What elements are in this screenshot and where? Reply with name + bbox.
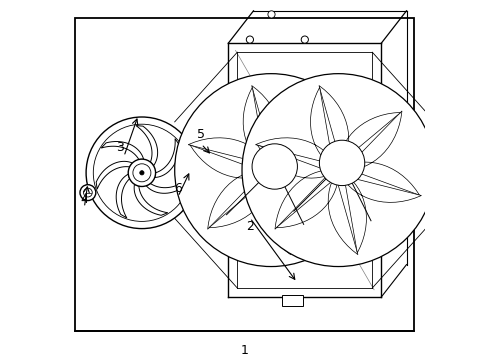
Circle shape xyxy=(202,189,206,194)
Circle shape xyxy=(267,11,275,18)
Polygon shape xyxy=(136,126,157,166)
Text: 6: 6 xyxy=(174,183,182,195)
Bar xyxy=(223,175,230,185)
Bar xyxy=(206,201,217,210)
Polygon shape xyxy=(208,181,290,255)
Text: 2: 2 xyxy=(245,220,253,233)
Circle shape xyxy=(128,159,155,186)
Bar xyxy=(75,18,413,331)
Polygon shape xyxy=(146,177,189,193)
Circle shape xyxy=(211,164,216,168)
Circle shape xyxy=(200,168,204,172)
Polygon shape xyxy=(282,111,351,195)
Bar xyxy=(206,150,217,159)
Circle shape xyxy=(182,172,198,188)
Circle shape xyxy=(93,124,190,221)
Circle shape xyxy=(319,140,364,186)
Circle shape xyxy=(80,185,96,201)
Circle shape xyxy=(133,164,151,182)
Circle shape xyxy=(196,179,200,183)
Circle shape xyxy=(174,74,367,266)
Text: 1: 1 xyxy=(240,345,248,357)
Circle shape xyxy=(214,191,218,195)
Circle shape xyxy=(208,176,216,184)
Text: 3: 3 xyxy=(116,141,124,154)
Bar xyxy=(232,175,243,185)
Circle shape xyxy=(223,183,227,187)
Polygon shape xyxy=(154,139,179,177)
Polygon shape xyxy=(96,161,132,189)
Bar xyxy=(181,175,191,185)
Polygon shape xyxy=(349,111,419,195)
Polygon shape xyxy=(344,177,421,253)
Circle shape xyxy=(140,171,144,175)
Polygon shape xyxy=(101,141,143,159)
Bar xyxy=(223,229,230,239)
Circle shape xyxy=(258,158,283,183)
Circle shape xyxy=(189,158,234,202)
Circle shape xyxy=(86,117,197,229)
Polygon shape xyxy=(257,145,326,229)
Circle shape xyxy=(222,171,226,175)
Polygon shape xyxy=(190,145,259,229)
Polygon shape xyxy=(276,181,357,255)
Text: 5: 5 xyxy=(197,129,205,141)
Circle shape xyxy=(301,36,308,43)
Circle shape xyxy=(246,36,253,43)
Polygon shape xyxy=(134,184,167,215)
Polygon shape xyxy=(277,177,353,253)
Bar xyxy=(281,295,303,306)
Polygon shape xyxy=(255,87,331,163)
Circle shape xyxy=(83,188,92,197)
Circle shape xyxy=(242,74,434,266)
Polygon shape xyxy=(318,86,400,159)
Bar xyxy=(223,121,230,131)
Circle shape xyxy=(325,158,350,183)
Polygon shape xyxy=(251,86,333,159)
Polygon shape xyxy=(188,87,264,163)
Polygon shape xyxy=(116,174,129,218)
Text: 4: 4 xyxy=(80,193,88,206)
Circle shape xyxy=(251,144,297,189)
